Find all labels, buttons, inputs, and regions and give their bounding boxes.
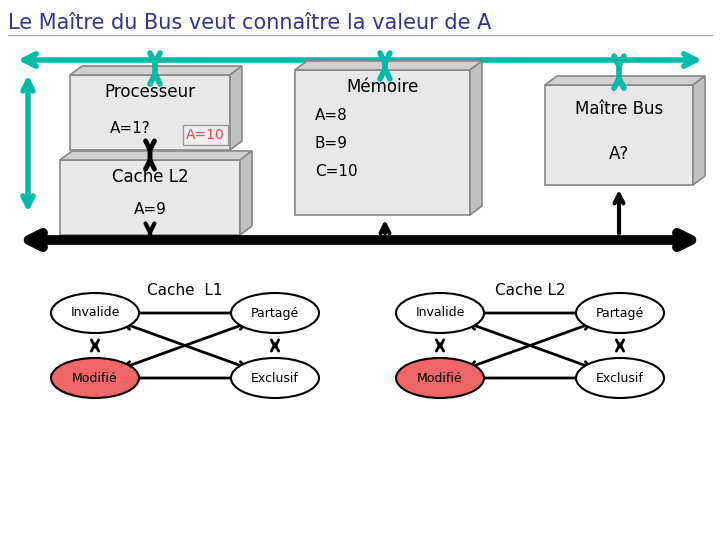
Polygon shape (70, 75, 230, 150)
Ellipse shape (231, 358, 319, 398)
Text: A=10: A=10 (186, 128, 225, 142)
Text: A=8: A=8 (315, 108, 348, 123)
Text: B=9: B=9 (315, 136, 348, 151)
Text: Mémoire: Mémoire (346, 78, 419, 96)
Polygon shape (693, 76, 705, 185)
Text: Invalide: Invalide (415, 307, 464, 320)
Text: Exclusif: Exclusif (596, 372, 644, 384)
Text: Le Maître du Bus veut connaître la valeur de A: Le Maître du Bus veut connaître la valeu… (8, 13, 491, 33)
Text: Modifié: Modifié (417, 372, 463, 384)
Text: A=1?: A=1? (109, 121, 150, 136)
Polygon shape (240, 151, 252, 235)
Polygon shape (295, 61, 482, 70)
Ellipse shape (51, 293, 139, 333)
Text: A=9: A=9 (134, 202, 166, 217)
Ellipse shape (231, 293, 319, 333)
Polygon shape (70, 66, 242, 75)
Text: Exclusif: Exclusif (251, 372, 299, 384)
Ellipse shape (396, 293, 484, 333)
Text: Modifié: Modifié (72, 372, 118, 384)
Ellipse shape (51, 358, 139, 398)
Polygon shape (295, 70, 470, 215)
Polygon shape (60, 151, 252, 160)
Polygon shape (470, 61, 482, 215)
Polygon shape (230, 66, 242, 150)
Text: Maître Bus: Maître Bus (575, 100, 663, 118)
Text: Partagé: Partagé (251, 307, 299, 320)
Text: C=10: C=10 (315, 164, 358, 179)
Polygon shape (60, 160, 240, 235)
Ellipse shape (396, 358, 484, 398)
Text: A?: A? (609, 145, 629, 163)
Text: Cache  L1: Cache L1 (148, 283, 222, 298)
Text: Partagé: Partagé (596, 307, 644, 320)
Text: Cache L2: Cache L2 (112, 168, 189, 186)
Text: Processeur: Processeur (104, 83, 196, 101)
Text: Cache L2: Cache L2 (495, 283, 565, 298)
Polygon shape (545, 85, 693, 185)
Polygon shape (545, 76, 705, 85)
Ellipse shape (576, 293, 664, 333)
Ellipse shape (576, 358, 664, 398)
Text: Invalide: Invalide (71, 307, 120, 320)
